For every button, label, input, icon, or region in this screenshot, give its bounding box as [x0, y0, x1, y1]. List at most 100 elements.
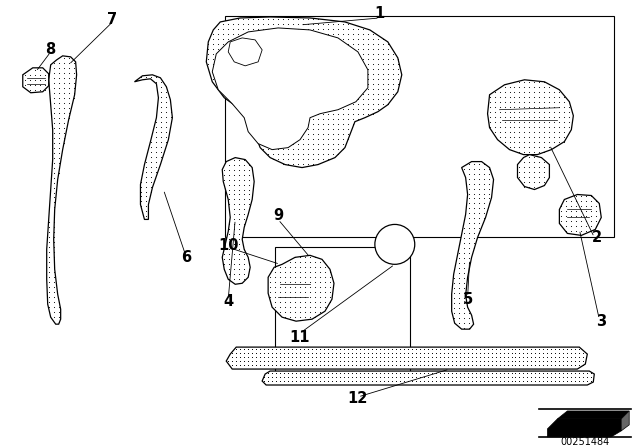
Point	[524, 148, 534, 155]
Point	[333, 55, 343, 62]
Point	[325, 269, 335, 276]
Point	[263, 140, 273, 147]
Point	[318, 90, 328, 97]
Point	[141, 188, 152, 195]
Point	[470, 362, 481, 369]
Point	[542, 345, 552, 353]
Point	[151, 143, 161, 150]
Point	[223, 80, 234, 87]
Point	[578, 362, 588, 369]
Point	[399, 362, 409, 369]
Point	[378, 90, 388, 97]
Point	[229, 256, 239, 263]
Point	[54, 119, 64, 126]
Point	[293, 95, 303, 102]
Point	[234, 231, 244, 238]
Point	[218, 35, 228, 43]
Point	[435, 345, 445, 353]
Point	[203, 40, 213, 47]
Point	[581, 213, 591, 220]
Point	[156, 118, 166, 125]
Point	[515, 345, 525, 353]
Point	[298, 75, 308, 82]
Point	[283, 374, 293, 381]
Point	[243, 95, 253, 102]
Point	[305, 284, 315, 291]
Point	[303, 105, 313, 112]
Point	[275, 370, 285, 377]
Point	[338, 55, 348, 62]
Point	[151, 153, 161, 160]
Point	[363, 40, 373, 47]
Point	[333, 125, 343, 132]
Point	[524, 178, 534, 185]
Point	[263, 50, 273, 57]
Point	[427, 374, 437, 381]
Point	[58, 94, 68, 101]
Point	[243, 115, 253, 122]
Point	[390, 374, 401, 381]
Point	[540, 138, 550, 145]
Point	[224, 241, 234, 248]
Point	[243, 353, 253, 361]
Point	[343, 374, 353, 381]
Point	[278, 80, 288, 87]
Point	[406, 377, 417, 384]
Point	[563, 358, 573, 365]
Point	[299, 362, 309, 369]
Point	[293, 40, 303, 47]
Point	[54, 129, 64, 136]
Point	[438, 374, 449, 381]
Point	[458, 358, 468, 365]
Point	[293, 30, 303, 38]
Point	[504, 118, 515, 125]
Point	[574, 353, 584, 361]
Point	[313, 160, 323, 167]
Point	[343, 125, 353, 132]
Point	[233, 55, 243, 62]
Point	[363, 370, 373, 377]
Point	[524, 98, 534, 105]
Point	[547, 374, 557, 381]
Point	[550, 349, 561, 357]
Point	[285, 269, 295, 276]
Point	[308, 80, 318, 87]
Point	[335, 370, 345, 377]
Point	[463, 200, 474, 207]
Point	[388, 80, 398, 87]
Point	[63, 109, 74, 116]
Point	[319, 370, 329, 377]
Point	[318, 125, 328, 132]
Point	[486, 358, 497, 365]
Point	[576, 198, 586, 205]
Point	[540, 98, 550, 105]
Point	[479, 362, 489, 369]
Point	[524, 168, 534, 175]
Point	[515, 168, 525, 175]
Point	[529, 183, 540, 190]
Point	[299, 345, 309, 353]
Point	[549, 123, 559, 130]
Point	[319, 345, 329, 353]
Point	[343, 30, 353, 38]
Point	[293, 60, 303, 67]
Point	[538, 370, 548, 377]
Point	[279, 353, 289, 361]
Point	[244, 191, 254, 198]
Point	[415, 362, 425, 369]
Point	[319, 353, 329, 361]
Point	[318, 60, 328, 67]
Point	[293, 65, 303, 73]
Point	[293, 155, 303, 162]
Point	[253, 55, 263, 62]
Point	[288, 15, 298, 22]
Point	[504, 138, 515, 145]
Point	[367, 349, 377, 357]
Point	[529, 118, 540, 125]
Point	[328, 140, 338, 147]
Point	[275, 374, 285, 381]
Point	[368, 100, 378, 108]
Point	[435, 358, 445, 365]
Point	[267, 353, 277, 361]
Point	[308, 40, 318, 47]
